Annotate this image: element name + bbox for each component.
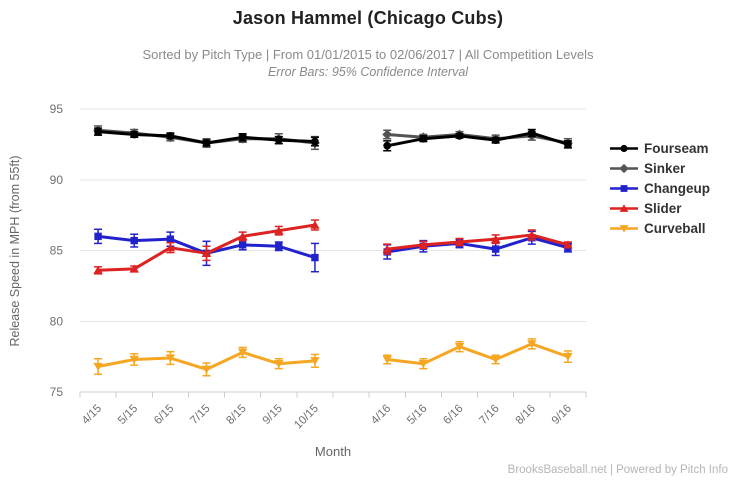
svg-text:75: 75 bbox=[50, 385, 64, 399]
legend-item-sinker[interactable]: Sinker bbox=[609, 161, 710, 176]
legend-item-changeup[interactable]: Changeup bbox=[609, 181, 710, 196]
svg-text:80: 80 bbox=[50, 314, 64, 328]
svg-text:7/16: 7/16 bbox=[477, 403, 501, 427]
svg-text:7/15: 7/15 bbox=[188, 403, 212, 427]
svg-text:4/16: 4/16 bbox=[369, 403, 393, 427]
legend-label: Curveball bbox=[644, 221, 706, 236]
svg-text:9/16: 9/16 bbox=[550, 403, 574, 427]
svg-text:4/15: 4/15 bbox=[80, 403, 104, 427]
legend-item-fourseam[interactable]: Fourseam bbox=[609, 141, 710, 156]
legend-label: Fourseam bbox=[644, 141, 709, 156]
legend-label: Slider bbox=[644, 201, 682, 216]
sinker-legend-marker-icon bbox=[610, 163, 638, 174]
slider-legend-marker-icon bbox=[610, 204, 638, 212]
y-gridlines bbox=[80, 108, 586, 322]
legend-label: Sinker bbox=[644, 161, 686, 176]
svg-text:8/16: 8/16 bbox=[514, 403, 538, 427]
footer-credit: BrooksBaseball.net | Powered by Pitch In… bbox=[507, 464, 728, 476]
y-axis-title: Release Speed in MPH (from 55ft) bbox=[8, 155, 22, 347]
legend-label: Changeup bbox=[644, 181, 710, 196]
fourseam-legend-marker-icon bbox=[610, 144, 638, 153]
series-curveball bbox=[93, 338, 573, 377]
error-bars-note: Error Bars: 95% Confidence Interval bbox=[267, 65, 469, 79]
chart-title: Jason Hammel (Chicago Cubs) bbox=[232, 8, 504, 28]
legend: Fourseam Sinker Changeup Slider Curveball bbox=[609, 141, 710, 236]
legend-item-slider[interactable]: Slider bbox=[609, 201, 710, 216]
svg-text:6/15: 6/15 bbox=[152, 403, 176, 427]
curveball-legend-marker-icon bbox=[610, 225, 638, 233]
x-axis-title: Month bbox=[314, 444, 352, 459]
y-axis-labels: 75 80 85 90 95 bbox=[50, 102, 64, 399]
svg-text:90: 90 bbox=[50, 173, 64, 187]
svg-text:5/15: 5/15 bbox=[116, 403, 140, 427]
legend-item-curveball[interactable]: Curveball bbox=[609, 221, 710, 236]
svg-text:5/16: 5/16 bbox=[405, 403, 429, 427]
svg-text:9/15: 9/15 bbox=[261, 403, 285, 427]
svg-text:8/15: 8/15 bbox=[224, 403, 248, 427]
x-axis-labels: 4/15 5/15 6/15 7/15 8/15 9/15 10/15 4/16 5/16 6/1… bbox=[80, 403, 574, 432]
chart-subtitle: Sorted by Pitch Type | From 01/01/2015 t… bbox=[142, 47, 594, 62]
changeup-legend-marker-icon bbox=[610, 185, 638, 192]
svg-text:85: 85 bbox=[50, 244, 64, 258]
series-sinker bbox=[93, 125, 573, 151]
svg-text:10/15: 10/15 bbox=[292, 403, 321, 432]
series-slider bbox=[93, 219, 573, 275]
x-axis bbox=[79, 391, 587, 398]
svg-text:6/16: 6/16 bbox=[441, 403, 465, 427]
series-fourseam bbox=[94, 127, 572, 152]
svg-text:95: 95 bbox=[50, 102, 64, 116]
